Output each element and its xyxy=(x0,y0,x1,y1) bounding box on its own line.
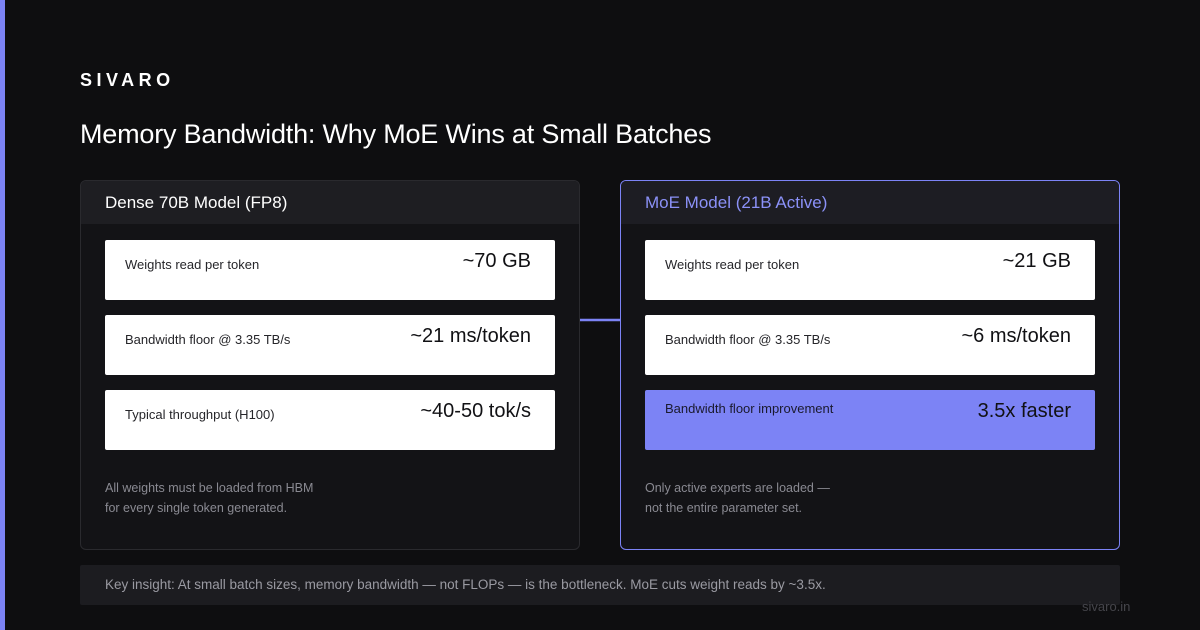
stat-value: ~21 ms/token xyxy=(410,325,531,347)
dense-stat-throughput: Typical throughput (H100) ~40-50 tok/s xyxy=(105,390,555,450)
page-title: Memory Bandwidth: Why MoE Wins at Small … xyxy=(80,119,712,149)
stat-value: ~40-50 tok/s xyxy=(420,400,531,422)
moe-panel-header: MoE Model (21B Active) xyxy=(621,181,1119,224)
moe-model-panel: MoE Model (21B Active) Weights read per … xyxy=(620,180,1120,550)
stat-label: Bandwidth floor @ 3.35 TB/s xyxy=(665,332,831,347)
stat-value: 3.5x faster xyxy=(977,400,1071,422)
moe-stat-bandwidth: Bandwidth floor @ 3.35 TB/s ~6 ms/token xyxy=(645,315,1095,375)
stat-label: Bandwidth floor @ 3.35 TB/s xyxy=(125,332,291,347)
stat-label: Weights read per token xyxy=(665,257,800,272)
note-line: for every single token generated. xyxy=(105,501,288,515)
moe-stat-improvement: Bandwidth floor improvement 3.5x faster xyxy=(645,390,1095,450)
stat-label: Weights read per token xyxy=(125,257,260,272)
dense-stat-weights: Weights read per token ~70 GB xyxy=(105,240,555,300)
key-insight-banner: Key insight: At small batch sizes, memor… xyxy=(80,565,1120,605)
stat-value: ~70 GB xyxy=(462,250,531,272)
note-line: Only active experts are loaded — xyxy=(645,481,830,495)
note-line: All weights must be loaded from HBM xyxy=(105,481,314,495)
stat-label: Typical throughput (H100) xyxy=(125,407,275,422)
brand-logo: SIVARO xyxy=(80,70,175,90)
accent-bar xyxy=(0,0,5,630)
footer-url: sivaro.in xyxy=(1082,599,1131,614)
dense-model-panel: Dense 70B Model (FP8) Weights read per t… xyxy=(80,180,580,550)
dense-stat-bandwidth: Bandwidth floor @ 3.35 TB/s ~21 ms/token xyxy=(105,315,555,375)
dense-panel-header: Dense 70B Model (FP8) xyxy=(81,181,579,224)
moe-panel-note: Only active experts are loaded — not the… xyxy=(645,478,830,518)
stat-label: Bandwidth floor improvement xyxy=(665,401,834,416)
note-line: not the entire parameter set. xyxy=(645,501,803,515)
stat-value: ~6 ms/token xyxy=(961,325,1071,347)
dense-panel-note: All weights must be loaded from HBM for … xyxy=(105,478,313,518)
stat-value: ~21 GB xyxy=(1002,250,1071,272)
moe-stat-weights: Weights read per token ~21 GB xyxy=(645,240,1095,300)
